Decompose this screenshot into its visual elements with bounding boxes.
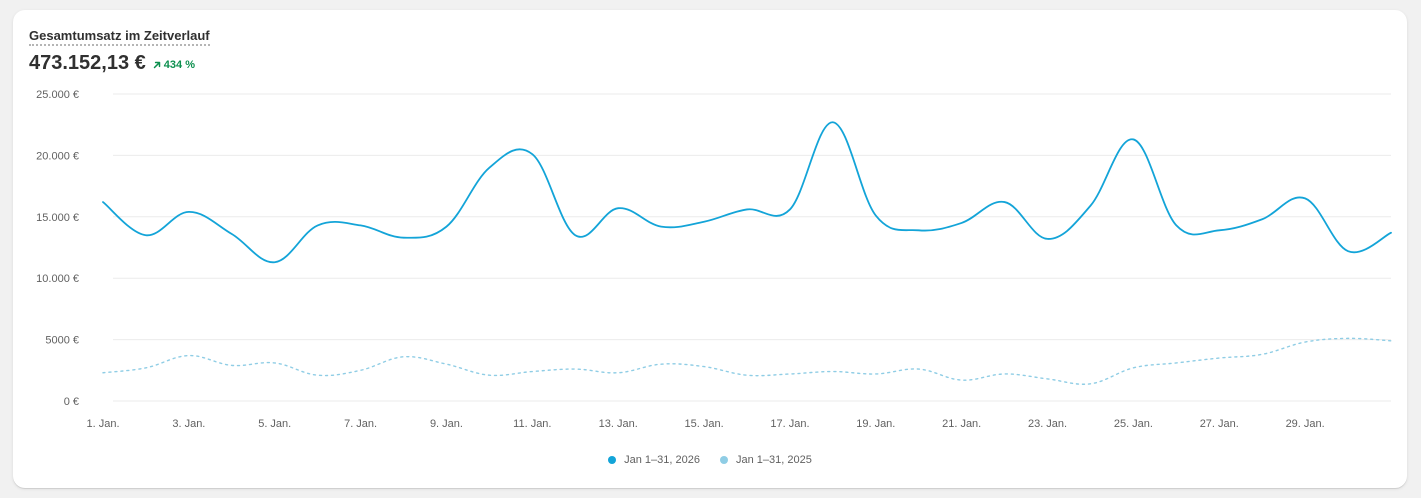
legend-swatch-current	[608, 456, 617, 464]
x-tick-label: 5. Jan.	[258, 418, 291, 430]
legend-swatch-previous	[720, 456, 728, 464]
change-percent: 434 %	[163, 58, 195, 71]
legend-label-previous: Jan 1–31, 2025	[736, 454, 812, 466]
series-line-previous[interactable]	[102, 337, 1392, 385]
x-tick-label: 11. Jan.	[513, 418, 551, 430]
x-tick-label: 7. Jan.	[344, 418, 377, 430]
y-tick-label: 20.000 €	[36, 150, 79, 162]
x-tick-label: 17. Jan.	[770, 418, 809, 430]
line-chart: 0 € 5000 € 10.000 € 15.000 € 20.000 € 25.000 …	[36, 89, 1392, 430]
y-tick-label: 10.000 €	[36, 273, 79, 285]
sales-over-time-card: Gesamtumsatz im Zeitverlauf 473.152,13 €…	[13, 10, 1407, 488]
legend-item-previous[interactable]: Jan 1–31, 2025	[720, 454, 812, 466]
x-tick-label: 15. Jan.	[684, 418, 723, 430]
y-axis: 0 € 5000 € 10.000 € 15.000 € 20.000 € 25.000 …	[36, 89, 79, 408]
x-tick-label: 29. Jan.	[1286, 418, 1325, 430]
x-tick-label: 3. Jan.	[172, 418, 205, 430]
total-sales-value: 473.152,13 €	[29, 52, 146, 74]
total-row: 473.152,13 € 434 %	[29, 52, 195, 75]
series-line-current[interactable]	[102, 121, 1392, 264]
metric-title[interactable]: Gesamtumsatz im Zeitverlauf	[29, 28, 210, 46]
x-tick-label: 23. Jan.	[1028, 418, 1067, 430]
legend-item-current[interactable]: Jan 1–31, 2026	[608, 454, 700, 466]
x-tick-label: 27. Jan.	[1200, 418, 1239, 430]
x-tick-label: 25. Jan.	[1114, 418, 1153, 430]
x-tick-label: 9. Jan.	[430, 418, 463, 430]
legend-label-current: Jan 1–31, 2026	[624, 454, 700, 466]
chart-grid	[113, 93, 1391, 402]
x-tick-label: 1. Jan.	[86, 418, 119, 430]
x-axis: 1. Jan. 3. Jan. 5. Jan. 7. Jan. 9. Jan. 11. J…	[86, 418, 1324, 430]
arrow-up-right-icon	[153, 61, 161, 68]
y-tick-label: 25.000 €	[36, 89, 79, 101]
x-tick-label: 19. Jan.	[856, 418, 895, 430]
x-tick-label: 21. Jan.	[942, 418, 981, 430]
chart-legend: Jan 1–31, 2026 Jan 1–31, 2025	[13, 454, 1407, 466]
change-badge: 434 %	[153, 59, 195, 71]
y-tick-label: 15.000 €	[36, 212, 79, 224]
y-tick-label: 0 €	[64, 396, 79, 408]
x-tick-label: 13. Jan.	[599, 418, 638, 430]
y-tick-label: 5000 €	[45, 335, 79, 347]
series-lines	[102, 121, 1392, 385]
